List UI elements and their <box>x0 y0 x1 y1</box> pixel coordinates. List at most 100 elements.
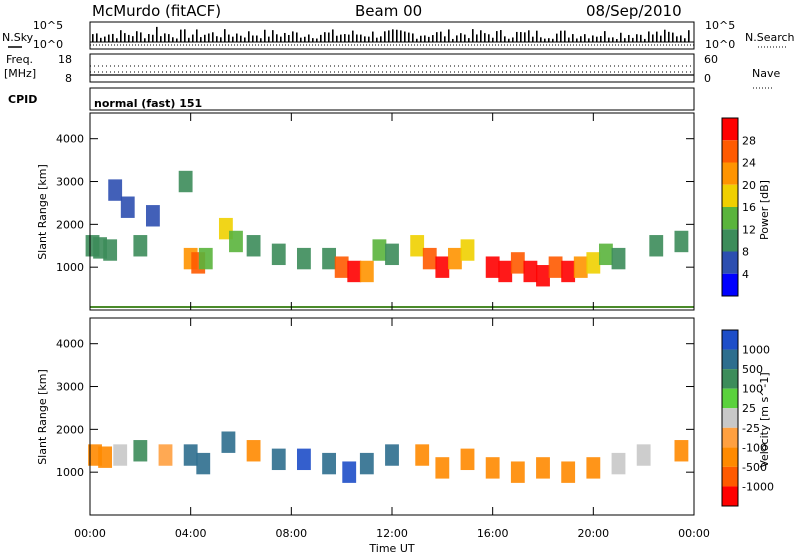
heatmap-cell <box>460 239 475 261</box>
colorbar-segment <box>722 447 738 467</box>
heatmap-cell <box>586 252 601 274</box>
y-tick-label: 3000 <box>56 176 84 189</box>
nsky-bar <box>388 30 390 42</box>
heatmap-cell <box>611 247 626 270</box>
heatmap-cell <box>133 440 148 462</box>
nsky-tick-top: 10^5 <box>33 19 63 32</box>
heatmap-cell <box>561 260 576 283</box>
nsky-bar <box>112 33 114 42</box>
y-tick-label: 2000 <box>56 218 84 231</box>
heatmap-cell <box>422 247 437 270</box>
heatmap-cell <box>548 256 563 278</box>
colorbar-segment <box>722 251 738 274</box>
nsky-bar <box>636 34 638 42</box>
nsky-bar <box>132 36 134 42</box>
nsky-bar <box>168 34 170 42</box>
nsky-bar <box>472 29 474 42</box>
nsky-bar <box>616 38 618 42</box>
heatmap-cell <box>178 170 193 193</box>
nsky-bar <box>208 33 210 42</box>
y-tick-label: 4000 <box>56 338 84 351</box>
nsky-bar <box>540 37 542 42</box>
nsky-bar <box>264 29 266 42</box>
nsky-bar <box>684 38 686 42</box>
colorbar-tick-label: 12 <box>742 223 756 236</box>
heatmap-cell <box>611 452 626 475</box>
nsky-bar <box>256 35 258 42</box>
time-tick-label: 12:00 <box>376 527 408 540</box>
nsky-bar <box>492 37 494 42</box>
nsky-bar <box>276 34 278 42</box>
nsky-bar <box>548 38 550 42</box>
y-tick-label: 4000 <box>56 133 84 146</box>
nsky-bar <box>560 30 562 42</box>
nsky-bar <box>604 31 606 42</box>
nsky-bar <box>556 33 558 42</box>
heatmap-cell <box>510 461 525 483</box>
heatmap-cell <box>598 243 613 266</box>
heatmap-cell <box>120 196 135 218</box>
nsky-bar <box>332 29 334 42</box>
beam-title: Beam 00 <box>355 2 422 20</box>
nsky-bar <box>200 37 202 42</box>
freq-tick-bottom: 8 <box>65 72 72 85</box>
nsky-bar <box>136 31 138 42</box>
nsky-bar <box>512 37 514 42</box>
nsky-bar <box>212 32 214 42</box>
nsky-bar <box>664 29 666 42</box>
nsky-bar <box>312 38 314 42</box>
heatmap-cell <box>198 247 213 270</box>
nsky-bar <box>384 31 386 42</box>
time-tick-label: 16:00 <box>477 527 509 540</box>
nsky-bar <box>464 34 466 42</box>
colorbar-segment <box>722 427 738 448</box>
velocity-colorbar-label: Velocity [m s^-1] <box>758 372 771 467</box>
time-tick-label: 00:00 <box>74 527 106 540</box>
heatmap-cell <box>636 444 651 466</box>
colorbar-tick-label: -1000 <box>742 480 774 493</box>
nsky-bar <box>580 36 582 42</box>
colorbar-tick-label: 8 <box>742 246 749 259</box>
nsky-bar <box>456 35 458 42</box>
nsky-bar <box>364 36 366 42</box>
colorbar-tick-label: 25 <box>742 402 756 415</box>
nsky-bar <box>432 35 434 42</box>
heatmap-cell <box>158 444 173 466</box>
nsky-bar <box>476 34 478 42</box>
nsky-bar <box>572 34 574 42</box>
x-axis-label: Time UT <box>368 542 414 554</box>
heatmap-cell <box>460 448 475 471</box>
velocity-heatmap-cells <box>88 431 689 483</box>
nsky-bar <box>644 38 646 42</box>
nsky-bar <box>428 36 430 42</box>
nsky-bar <box>244 37 246 42</box>
nsearch-label: N.Search <box>745 31 795 44</box>
nsky-bar <box>280 36 282 42</box>
nsky-bar <box>624 38 626 42</box>
nsky-bar <box>484 33 486 42</box>
nsky-bar <box>520 32 522 42</box>
heatmap-cell <box>246 235 261 257</box>
nsky-bar <box>328 32 330 42</box>
time-tick-label: 20:00 <box>577 527 609 540</box>
heatmap-cell <box>561 461 576 483</box>
nsky-tick-bottom: 10^0 <box>33 38 63 51</box>
nsky-bar <box>576 38 578 42</box>
nsearch-tick-top: 10^5 <box>705 19 735 32</box>
freq-panel-frame <box>89 53 695 83</box>
nsky-bar <box>424 35 426 42</box>
velocity-y-ticks: 1000 2000 3000 4000 <box>56 338 694 479</box>
heatmap-cell <box>435 256 450 278</box>
nsky-bar <box>120 30 122 42</box>
nsky-bar <box>288 34 290 42</box>
heatmap-cell <box>523 260 538 283</box>
nsky-bar <box>148 34 150 42</box>
heatmap-cell <box>510 252 525 274</box>
nsky-panel-frame <box>89 21 695 50</box>
nsky-bar <box>128 34 130 42</box>
nsky-bar <box>340 34 342 42</box>
nsky-bar <box>564 30 566 42</box>
time-tick-label: 08:00 <box>275 527 307 540</box>
y-tick-label: 1000 <box>56 261 84 274</box>
y-tick-label: 2000 <box>56 423 84 436</box>
